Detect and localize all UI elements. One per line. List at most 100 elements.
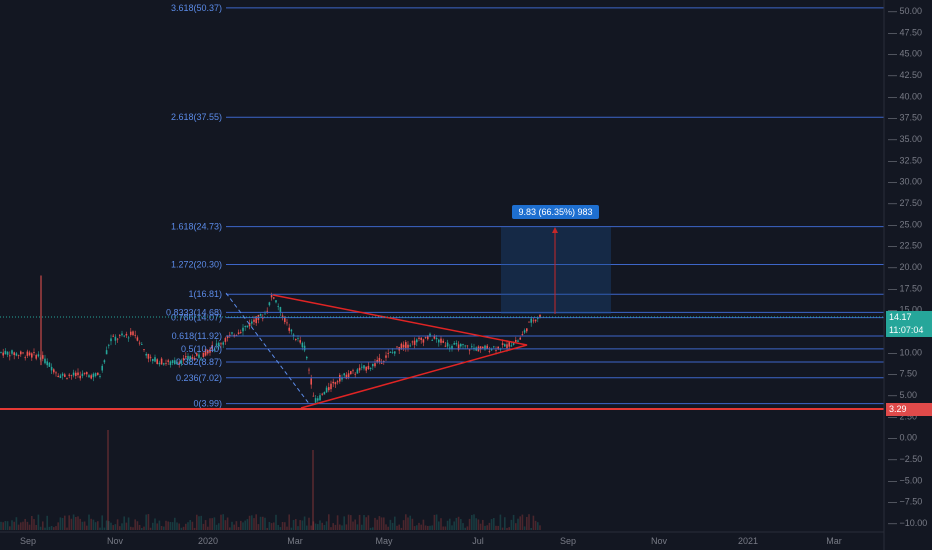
- candle-body: [167, 360, 169, 362]
- volume-bar: [402, 520, 405, 530]
- volume-bar: [251, 515, 253, 530]
- candle-body: [391, 351, 394, 353]
- volume-bar: [213, 517, 216, 530]
- candle-body: [72, 372, 75, 376]
- volume-bar: [123, 516, 125, 530]
- volume-bar: [519, 516, 521, 530]
- candle-body: [413, 340, 416, 345]
- time-tick: Nov: [651, 536, 668, 546]
- volume-bar: [97, 521, 99, 530]
- candle-body: [433, 336, 436, 339]
- volume-bar: [400, 527, 403, 530]
- volume-bar: [499, 514, 502, 530]
- volume-bar: [297, 526, 299, 530]
- candle-body: [508, 342, 510, 347]
- volume-bar: [262, 516, 264, 530]
- triangle-pattern[interactable]: [272, 294, 528, 409]
- volume-bar: [310, 525, 312, 530]
- volume-bar: [2, 522, 4, 530]
- candle-body: [394, 351, 396, 354]
- candle-body: [4, 350, 7, 355]
- volume-bar: [160, 525, 163, 530]
- volume-bar: [28, 524, 31, 530]
- volume-bar: [125, 522, 128, 530]
- volume-bar: [255, 514, 257, 530]
- volume-bar: [354, 519, 356, 530]
- volume-bar: [407, 517, 409, 530]
- volume-bar: [35, 524, 37, 530]
- price-tick: — 17.50: [888, 283, 922, 293]
- volume-bar: [429, 525, 431, 530]
- volume-bar: [508, 527, 510, 530]
- candle-body: [156, 359, 158, 365]
- candle-body: [226, 336, 229, 339]
- volume-bar: [473, 514, 475, 530]
- volume-bar: [521, 514, 524, 530]
- volume-bar: [110, 522, 112, 530]
- candle-body: [528, 321, 530, 323]
- volume-bar: [510, 519, 513, 530]
- volume-bar: [99, 527, 101, 530]
- candle-body: [378, 357, 381, 362]
- candle-body: [510, 345, 513, 347]
- candle-body: [37, 354, 40, 357]
- candle-body: [372, 363, 374, 367]
- volume-bar: [24, 518, 26, 530]
- candle-body: [200, 357, 202, 359]
- volume-bar: [328, 514, 330, 530]
- candle-body: [455, 343, 458, 345]
- volume-bar: [537, 522, 539, 530]
- candle-body: [207, 350, 209, 354]
- volume-bar: [319, 520, 321, 530]
- candle-body: [15, 353, 18, 356]
- volume-bar: [422, 519, 425, 530]
- candle-body: [519, 337, 521, 340]
- candle-body: [231, 332, 233, 334]
- fib-trend-line[interactable]: [225, 292, 311, 406]
- candle-body: [237, 332, 240, 335]
- time-tick: Mar: [826, 536, 842, 546]
- candle-body: [116, 338, 119, 340]
- candle-body: [68, 374, 70, 376]
- volume-bar: [405, 514, 407, 530]
- volume-bar: [449, 518, 451, 530]
- measure-label[interactable]: 9.83 (66.35%) 983: [512, 205, 599, 219]
- volume-bar: [292, 520, 295, 530]
- candle-body: [385, 355, 387, 358]
- volume-bar: [526, 516, 528, 530]
- candle-body: [449, 347, 451, 349]
- candle-body: [22, 352, 24, 354]
- candle-body: [28, 352, 31, 356]
- candle-body: [185, 356, 187, 358]
- candle-body: [110, 338, 112, 342]
- candle-body: [224, 338, 227, 342]
- price-tick: — −2.50: [888, 454, 922, 464]
- price-tick: — 25.00: [888, 219, 922, 229]
- fib-level-label: 0.786(14.07): [171, 313, 222, 323]
- volume-bar: [0, 521, 2, 530]
- candle-body: [165, 363, 167, 364]
- candle-body: [411, 341, 414, 343]
- candle-body: [468, 349, 471, 351]
- price-tick: — 30.00: [888, 177, 922, 187]
- volume-bar: [438, 521, 440, 530]
- volume-bar: [504, 517, 506, 530]
- candle-body: [387, 353, 389, 354]
- volume-bar: [20, 522, 22, 530]
- candle-body: [66, 378, 68, 380]
- volume-bar: [330, 527, 332, 530]
- fib-level-label: 1(16.81): [188, 289, 222, 299]
- volume-bar: [312, 450, 314, 530]
- candle-body: [517, 340, 519, 342]
- candle-body: [11, 350, 13, 354]
- candle-body: [279, 307, 282, 313]
- measure-box[interactable]: [501, 227, 611, 314]
- volume-bar: [66, 527, 68, 530]
- time-axis[interactable]: Sep Nov 2020 Mar May Jul Sep Nov 2021 Mar: [20, 536, 842, 546]
- price-axis[interactable]: — 50.00 — 47.50 — 45.00 — 42.50 — 40.00 — 37.…: [888, 6, 927, 528]
- volume-bar: [114, 524, 117, 530]
- candle-body: [248, 323, 251, 327]
- volume-bar: [204, 520, 207, 530]
- volume-bar: [323, 525, 326, 530]
